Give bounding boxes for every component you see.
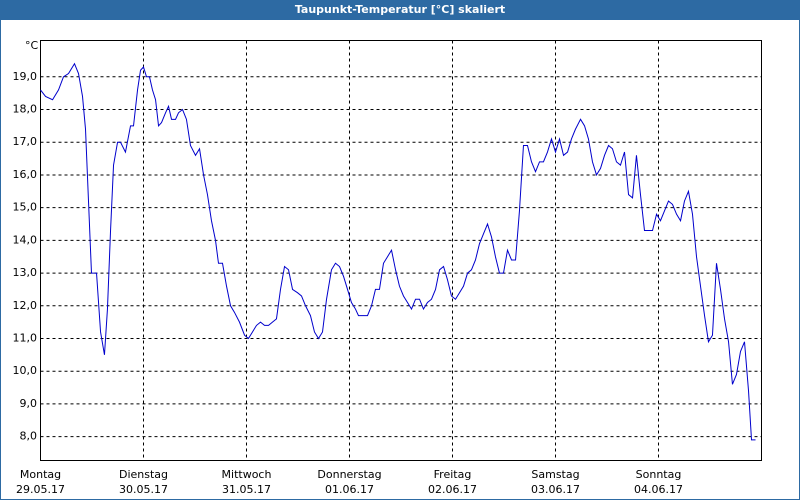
y-tick-label: 19,0 — [13, 70, 38, 83]
title-bar — [0, 0, 800, 20]
x-tick-label: 29.05.17 — [16, 483, 65, 496]
x-tick-label: 01.06.17 — [325, 483, 374, 496]
y-tick-label: 12,0 — [13, 299, 38, 312]
x-tick-label: Montag — [20, 468, 61, 481]
x-tick-label: Donnerstag — [317, 468, 381, 481]
x-tick-label: Sonntag — [636, 468, 682, 481]
x-tick-label: 02.06.17 — [428, 483, 477, 496]
y-tick-label: 16,0 — [13, 168, 38, 181]
y-tick-label: 13,0 — [13, 266, 38, 279]
y-tick-label: 17,0 — [13, 135, 38, 148]
y-tick-label: 15,0 — [13, 201, 38, 214]
y-unit: °C — [25, 39, 39, 52]
y-tick-label: 11,0 — [13, 331, 38, 344]
x-tick-label: Samstag — [531, 468, 579, 481]
x-tick-label: 31.05.17 — [222, 483, 271, 496]
x-tick-label: Dienstag — [119, 468, 168, 481]
y-tick-label: 18,0 — [13, 103, 38, 116]
chart-title: Taupunkt-Temperatur [°C] skaliert — [295, 3, 505, 16]
data-line — [40, 62, 756, 441]
x-tick-label: 04.06.17 — [634, 483, 683, 496]
y-tick-label: 10,0 — [13, 364, 38, 377]
plot-area — [40, 40, 762, 461]
y-tick-label: 14,0 — [13, 233, 38, 246]
y-tick-label: 8,0 — [20, 430, 38, 443]
x-tick-label: Freitag — [434, 468, 472, 481]
y-tick-label: 9,0 — [20, 397, 38, 410]
x-tick-label: Mittwoch — [222, 468, 272, 481]
x-tick-label: 30.05.17 — [119, 483, 168, 496]
x-tick-label: 03.06.17 — [531, 483, 580, 496]
